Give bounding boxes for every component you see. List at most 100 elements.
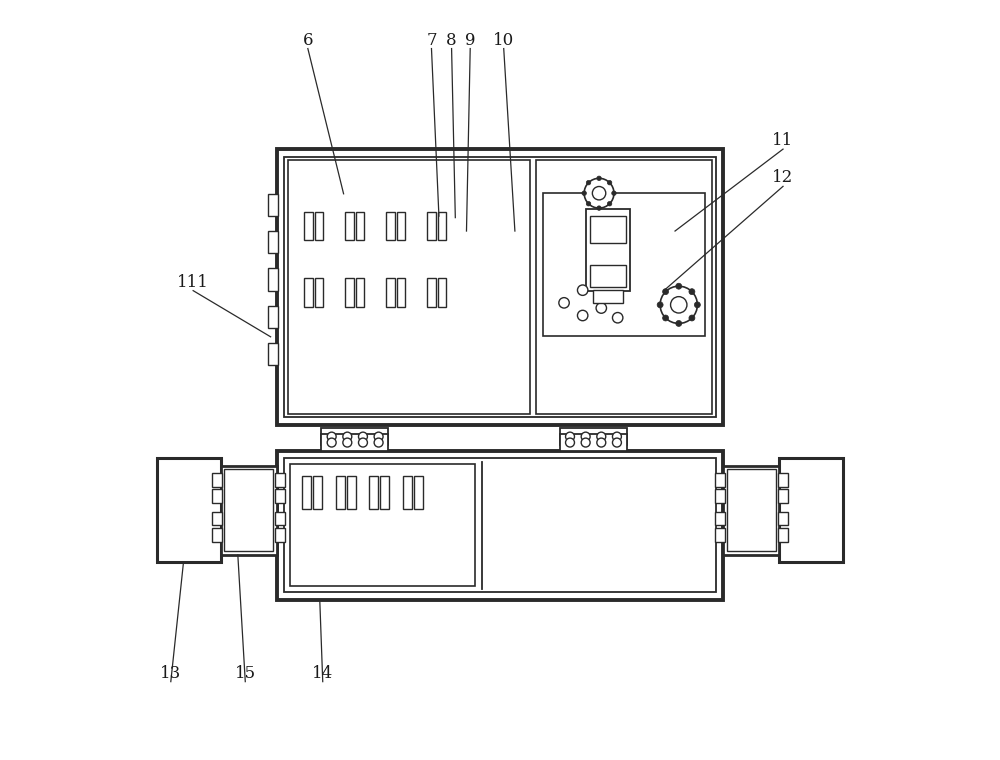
Bar: [275, 528, 285, 542]
Circle shape: [566, 432, 574, 441]
Circle shape: [577, 285, 588, 296]
Circle shape: [676, 283, 682, 290]
Circle shape: [663, 289, 669, 295]
Bar: [386, 278, 395, 306]
Bar: [268, 231, 278, 253]
Bar: [157, 458, 221, 562]
Bar: [715, 489, 725, 503]
Text: 8: 8: [446, 32, 457, 49]
Bar: [304, 212, 313, 240]
Bar: [268, 306, 278, 328]
Bar: [586, 210, 630, 291]
Circle shape: [607, 180, 612, 185]
Circle shape: [612, 438, 621, 447]
Bar: [778, 511, 788, 525]
Bar: [380, 476, 389, 509]
Circle shape: [689, 289, 695, 295]
Circle shape: [358, 432, 367, 441]
Bar: [386, 212, 395, 240]
Text: 6: 6: [303, 32, 313, 49]
Text: 14: 14: [312, 665, 333, 682]
Bar: [315, 212, 323, 240]
Bar: [345, 278, 354, 306]
Bar: [560, 429, 627, 445]
Text: 11: 11: [772, 132, 794, 149]
Bar: [268, 268, 278, 290]
Bar: [414, 476, 423, 509]
Bar: [321, 429, 388, 445]
Circle shape: [612, 312, 623, 323]
Bar: [543, 193, 705, 337]
Circle shape: [327, 432, 336, 441]
Bar: [590, 216, 626, 243]
Circle shape: [612, 191, 616, 195]
Bar: [347, 476, 356, 509]
Bar: [302, 476, 311, 509]
Bar: [277, 451, 723, 600]
Circle shape: [694, 302, 700, 308]
Bar: [778, 489, 788, 503]
Bar: [397, 212, 405, 240]
Circle shape: [592, 186, 606, 200]
Circle shape: [597, 206, 601, 211]
Bar: [560, 435, 627, 451]
Bar: [727, 470, 776, 551]
Text: 9: 9: [465, 32, 475, 49]
Bar: [313, 476, 322, 509]
Circle shape: [660, 287, 697, 324]
Bar: [224, 470, 273, 551]
Bar: [304, 278, 313, 306]
Circle shape: [374, 432, 383, 441]
Bar: [268, 343, 278, 365]
Circle shape: [657, 302, 663, 308]
Bar: [715, 528, 725, 542]
Bar: [275, 473, 285, 486]
Circle shape: [581, 438, 590, 447]
Text: 12: 12: [772, 169, 794, 186]
Text: 13: 13: [160, 665, 181, 682]
Bar: [397, 278, 405, 306]
Bar: [438, 278, 446, 306]
Circle shape: [597, 176, 601, 181]
Bar: [715, 473, 725, 486]
Bar: [284, 157, 716, 417]
Circle shape: [676, 321, 682, 327]
Circle shape: [577, 310, 588, 321]
Text: 7: 7: [426, 32, 437, 49]
Bar: [212, 473, 222, 486]
Circle shape: [663, 315, 669, 321]
Bar: [536, 160, 712, 413]
Bar: [356, 212, 364, 240]
Bar: [212, 489, 222, 503]
Text: 15: 15: [235, 665, 256, 682]
Circle shape: [596, 302, 607, 313]
Bar: [275, 489, 285, 503]
Circle shape: [597, 438, 606, 447]
Circle shape: [343, 432, 352, 441]
Bar: [212, 528, 222, 542]
Circle shape: [358, 438, 367, 447]
Circle shape: [597, 432, 606, 441]
Bar: [315, 278, 323, 306]
Bar: [321, 435, 388, 451]
Bar: [288, 160, 530, 413]
Bar: [268, 194, 278, 216]
Bar: [427, 278, 436, 306]
Bar: [290, 464, 475, 586]
Circle shape: [559, 298, 569, 308]
Bar: [369, 476, 378, 509]
Text: 111: 111: [177, 274, 209, 290]
Circle shape: [586, 180, 591, 185]
Circle shape: [343, 438, 352, 447]
Bar: [723, 466, 779, 555]
Circle shape: [612, 432, 621, 441]
Bar: [345, 212, 354, 240]
Circle shape: [582, 191, 586, 195]
Bar: [427, 212, 436, 240]
Circle shape: [689, 315, 695, 321]
Circle shape: [581, 432, 590, 441]
Circle shape: [671, 296, 687, 313]
Circle shape: [586, 201, 591, 206]
Bar: [284, 458, 716, 592]
Bar: [438, 212, 446, 240]
